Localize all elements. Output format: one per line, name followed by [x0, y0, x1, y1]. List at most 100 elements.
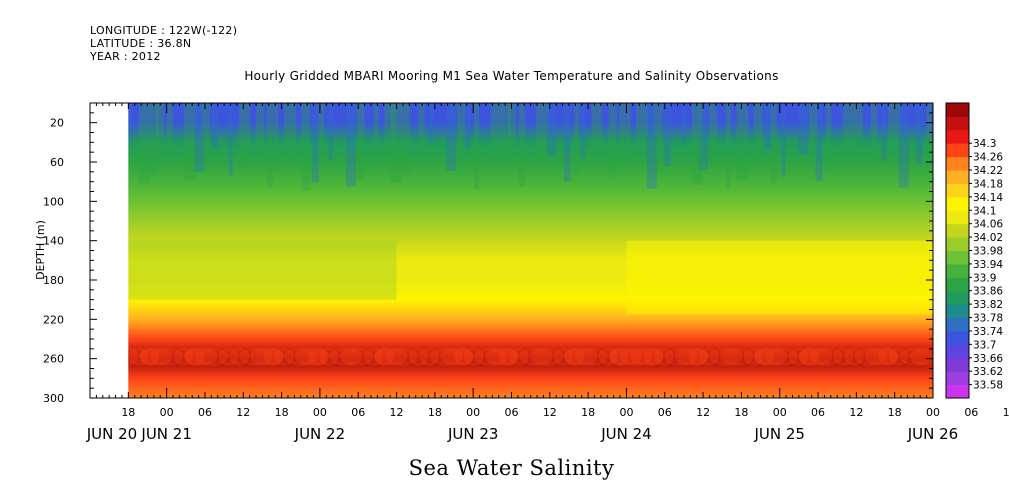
colorbar-label: 34.26: [973, 152, 1003, 164]
surface-variation: [753, 103, 763, 159]
x-hour-label: 18: [581, 406, 595, 419]
deep-core: [799, 347, 820, 366]
surface-variation: [915, 103, 923, 165]
deep-core: [674, 347, 709, 366]
colorbar-cell: [946, 263, 969, 278]
deep-core: [688, 347, 709, 366]
colorbar-label: 33.82: [973, 299, 1003, 311]
x-hour-label: 06: [658, 406, 672, 419]
colorbar-cell: [946, 371, 969, 386]
surface-variation: [345, 103, 356, 187]
deep-core: [408, 347, 429, 366]
x-hour-label: 12: [696, 406, 710, 419]
deep-core: [439, 347, 474, 366]
colorbar-cell: [946, 237, 969, 251]
deep-core: [719, 347, 754, 366]
surface-variation: [256, 103, 265, 146]
surface-variation: [356, 103, 365, 179]
deep-core: [149, 347, 184, 366]
x-hour-label: 06: [198, 406, 212, 419]
colorbar-cell: [946, 103, 969, 117]
colorbar-cell: [946, 330, 969, 345]
surface-variation: [491, 103, 503, 167]
surface-variation: [211, 103, 219, 150]
surface-variation: [156, 103, 165, 162]
deep-core: [653, 347, 674, 366]
deep-core: [833, 347, 854, 366]
deep-core: [843, 347, 864, 366]
surface-variation: [284, 103, 297, 164]
deep-core: [619, 347, 654, 366]
colorbar-cell: [946, 223, 969, 238]
surface-variation: [473, 103, 479, 190]
deep-core: [898, 347, 933, 366]
surface-variation: [200, 103, 210, 158]
deep-core: [698, 347, 719, 366]
surface-variation: [390, 103, 402, 183]
surface-variation: [456, 103, 465, 163]
colorbar-label: 34.22: [973, 165, 1003, 177]
surface-variation: [574, 103, 580, 174]
deep-core: [474, 347, 509, 366]
colorbar-cell: [946, 290, 969, 305]
early-intermediate-band: [128, 240, 397, 300]
surface-variation: [311, 103, 319, 183]
y-tick-label: 100: [43, 195, 64, 208]
x-hour-label: 12: [390, 406, 404, 419]
x-date-label: JUN 26: [907, 425, 958, 443]
colorbar-label: 33.74: [973, 326, 1003, 338]
deep-core: [384, 347, 419, 366]
surface-variation: [781, 103, 786, 177]
surface-variation: [463, 103, 471, 149]
colorbar-label: 33.9: [973, 272, 996, 284]
surface-variation: [446, 103, 457, 171]
deep-core: [564, 347, 585, 366]
x-hour-label: 12: [1003, 406, 1009, 419]
deep-core: [508, 347, 529, 366]
deep-core: [318, 347, 339, 366]
surface-variation: [898, 103, 909, 188]
surface-variation: [881, 103, 886, 162]
colorbar-cell: [946, 156, 969, 171]
deep-core: [373, 347, 408, 366]
colorbar-label: 34.1: [973, 205, 996, 217]
colorbar-cell: [946, 196, 969, 211]
deep-core: [743, 347, 764, 366]
surface-variation: [764, 103, 772, 151]
surface-variation: [266, 103, 273, 187]
deep-core: [308, 347, 329, 366]
surface-variation: [401, 103, 411, 175]
deep-core: [218, 347, 239, 366]
x-hour-label: 18: [275, 406, 289, 419]
deep-core: [854, 347, 889, 366]
deep-core: [788, 347, 809, 366]
surface-variation: [273, 103, 279, 172]
colorbar-label: 33.58: [973, 380, 1003, 392]
surface-variation: [809, 103, 818, 147]
colorbar-label: 34.14: [973, 192, 1003, 204]
x-date-label: JUN 24: [600, 425, 651, 443]
surface-variation: [128, 103, 133, 143]
colorbar-cell: [946, 317, 969, 332]
x-hour-label: 00: [313, 406, 327, 419]
surface-variation: [843, 103, 855, 151]
colorbar-label: 33.62: [973, 366, 1003, 378]
deep-core: [284, 347, 319, 366]
x-date-label: JUN 23: [447, 425, 498, 443]
deep-core: [764, 347, 799, 366]
deep-core: [453, 347, 474, 366]
x-hour-label: 18: [121, 406, 135, 419]
deep-core: [229, 347, 250, 366]
surface-variation: [798, 103, 809, 155]
surface-variation: [646, 103, 657, 189]
deep-core: [888, 347, 909, 366]
surface-variation: [149, 103, 159, 176]
surface-variation: [681, 103, 686, 144]
surface-variation: [591, 103, 603, 152]
deep-core: [339, 347, 374, 366]
x-hour-label: 18: [734, 406, 748, 419]
x-hour-label: 18: [888, 406, 902, 419]
year-label: YEAR : 2012: [90, 50, 161, 63]
colorbar-cell: [946, 250, 969, 265]
